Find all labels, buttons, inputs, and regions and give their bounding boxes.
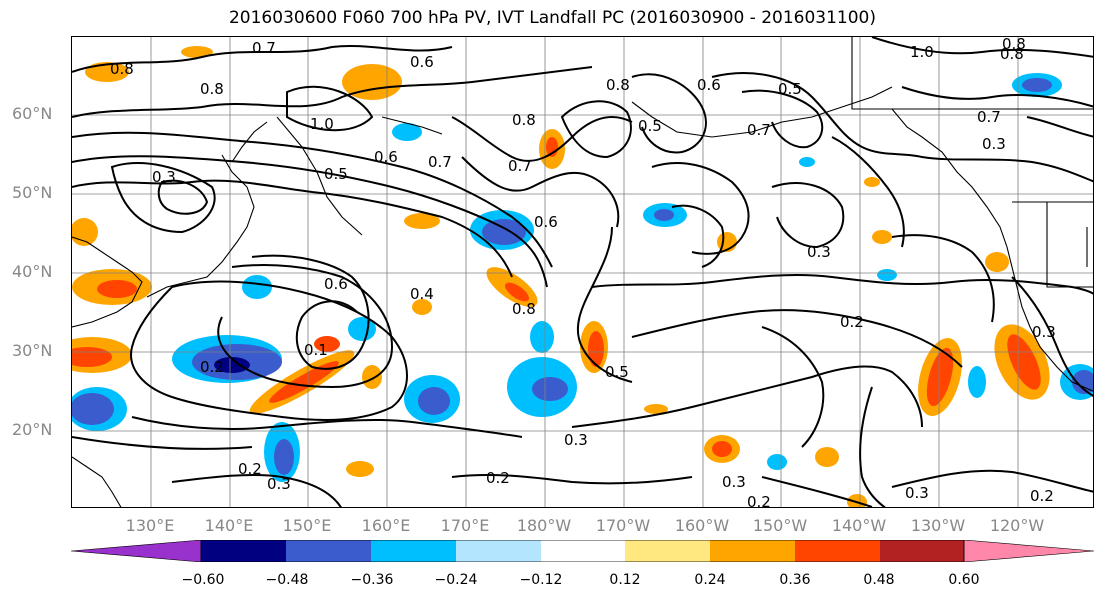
contour-label: 0.2: [486, 469, 510, 487]
contour-label: 0.7: [252, 39, 276, 57]
contour-label: 0.5: [638, 117, 662, 135]
contour-label: 1.0: [310, 115, 334, 133]
contour-label: 0.5: [605, 363, 629, 381]
colorbar-segment: [371, 540, 456, 562]
colorbar-tick: −0.36: [350, 572, 394, 588]
contour-label: 0.7: [977, 108, 1001, 126]
lon-label-140e: 140°E: [204, 516, 254, 535]
contour-label: 0.6: [697, 76, 721, 94]
contour-label: 0.8: [1000, 45, 1024, 63]
ivt-shading: [72, 46, 1093, 507]
contour-label: 0.6: [374, 148, 398, 166]
colorbar-tick: −0.12: [519, 572, 563, 588]
lon-label-160e: 160°E: [361, 516, 411, 535]
graticule: [72, 37, 1093, 507]
lon-label-130w: 130°W: [910, 516, 966, 535]
colorbar-tick: 0.12: [609, 572, 641, 588]
contour-label: 0.3: [267, 475, 291, 493]
colorbar-tick: 0.48: [863, 572, 895, 588]
contour-label: 0.7: [508, 157, 532, 175]
map-title: 2016030600 F060 700 hPa PV, IVT Landfall…: [228, 8, 876, 28]
colorbar: [71, 540, 1094, 562]
contour-label: 0.6: [534, 213, 558, 231]
colorbar-segment: [286, 540, 371, 562]
contour-label: 0.5: [324, 165, 348, 183]
lon-label-150e: 150°E: [282, 516, 332, 535]
contour-label: 0.5: [778, 80, 802, 98]
colorbar-segment: [710, 540, 795, 562]
contour-labels: 0.8 0.7 0.8 0.6 1.0 0.8 0.6 0.5 0.8 0.7 …: [110, 37, 1056, 508]
contour-label: 0.8: [512, 111, 536, 129]
contour-label: 0.6: [324, 275, 348, 293]
map-panel: 0.8 0.7 0.8 0.6 1.0 0.8 0.6 0.5 0.8 0.7 …: [71, 36, 1094, 508]
contour-label: 0.2: [238, 460, 262, 478]
colorbar-tick: −0.48: [265, 572, 309, 588]
colorbar-tick: −0.24: [434, 572, 478, 588]
coastlines: [72, 37, 1093, 507]
contour-label: 0.8: [1002, 37, 1026, 53]
contour-label: 0.3: [564, 431, 588, 449]
contour-label: 0.2: [747, 493, 771, 508]
contour-label: 0.3: [1032, 323, 1056, 341]
colorbar-segment: [456, 540, 541, 562]
colorbar-segment-above: [963, 540, 1094, 562]
contour-label: 0.1: [304, 341, 328, 359]
lon-label-170w: 170°W: [595, 516, 651, 535]
colorbar-segment: [625, 540, 710, 562]
contour-label: 0.8: [606, 76, 630, 94]
lon-label-140w: 140°W: [831, 516, 887, 535]
colorbar-tick: 0.24: [694, 572, 726, 588]
colorbar-segment: [541, 540, 625, 562]
contour-label: 0.3: [152, 168, 176, 186]
contour-label: 0.3: [807, 243, 831, 261]
colorbar-segment: [201, 540, 286, 562]
colorbar-tick: −0.60: [181, 572, 225, 588]
contour-label: 0.3: [905, 484, 929, 502]
contour-label: 1.0: [910, 43, 934, 61]
lon-label-170e: 170°E: [440, 516, 490, 535]
colorbar-segment: [880, 540, 964, 562]
colorbar-tick: 0.36: [779, 572, 811, 588]
colorbar-segment-below: [71, 540, 202, 562]
lat-label-60n: 60°N: [12, 104, 53, 123]
contour-label: 0.2: [840, 313, 864, 331]
contour-label: 0.3: [982, 135, 1006, 153]
contour-label: 0.7: [747, 121, 771, 139]
contour-label: 0.8: [512, 300, 536, 318]
contour-label: 0.6: [410, 53, 434, 71]
pv-contours: [72, 37, 1093, 507]
colorbar-segment: [795, 540, 880, 562]
map-canvas: 0.8 0.7 0.8 0.6 1.0 0.8 0.6 0.5 0.8 0.7 …: [72, 37, 1093, 508]
lat-label-30n: 30°N: [12, 341, 53, 360]
lon-label-180w: 180°W: [516, 516, 572, 535]
lat-label-20n: 20°N: [12, 420, 53, 439]
contour-label: 0.3: [722, 473, 746, 491]
contour-label: 0.8: [110, 60, 134, 78]
contour-label: 0.7: [428, 153, 452, 171]
contour-label: 0.2: [200, 358, 224, 376]
lat-label-40n: 40°N: [12, 262, 53, 281]
lon-label-130e: 130°E: [125, 516, 175, 535]
contour-label: 0.8: [200, 80, 224, 98]
colorbar-tick: 0.60: [948, 572, 980, 588]
lon-label-160w: 160°W: [674, 516, 730, 535]
lon-label-150w: 150°W: [752, 516, 808, 535]
lat-label-50n: 50°N: [12, 183, 53, 202]
contour-label: 0.4: [410, 285, 434, 303]
lon-label-120w: 120°W: [989, 516, 1045, 535]
contour-label: 0.2: [1030, 487, 1054, 505]
